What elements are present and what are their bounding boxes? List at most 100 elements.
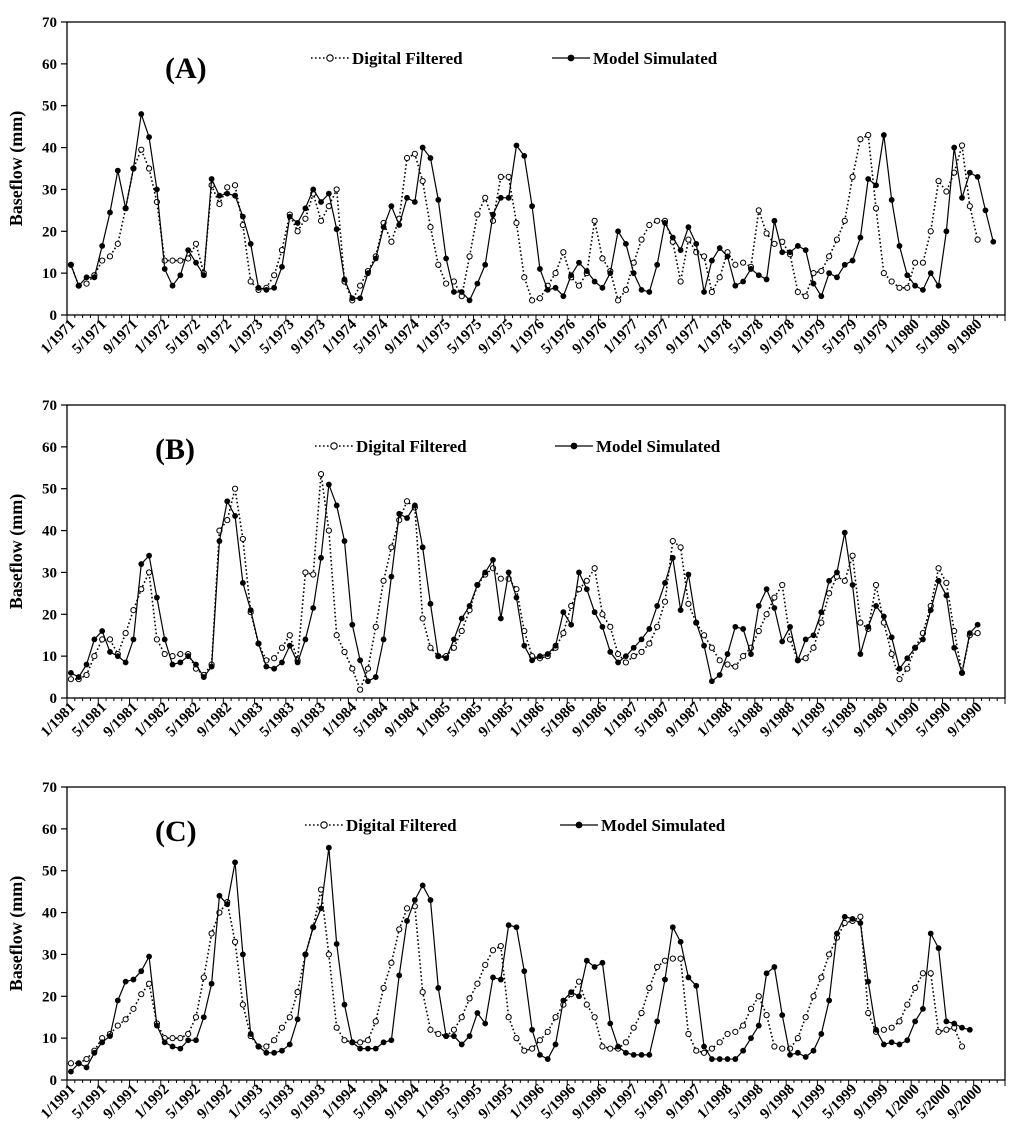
panel-label: (B) xyxy=(155,433,195,466)
x-tick-label: 9/1988 xyxy=(757,700,798,741)
model-simulated-point xyxy=(552,642,559,649)
model-simulated-point xyxy=(310,924,317,931)
model-simulated-point xyxy=(810,280,817,287)
model-simulated-point xyxy=(818,293,825,300)
model-simulated-point xyxy=(529,1026,535,1033)
model-simulated-point xyxy=(521,968,528,975)
model-simulated-point xyxy=(357,295,364,302)
model-simulated-point xyxy=(841,529,848,536)
digital-filtered-point xyxy=(614,297,622,304)
digital-filtered-point xyxy=(826,590,833,597)
x-tick-label: 9/1998 xyxy=(757,1082,798,1123)
model-simulated-point xyxy=(380,1039,387,1046)
model-simulated-point xyxy=(669,554,676,561)
digital-filtered-point xyxy=(380,577,387,584)
x-tick-label: 5/1983 xyxy=(257,700,298,741)
model-simulated-point xyxy=(341,276,348,283)
model-simulated-point xyxy=(537,1051,543,1058)
digital-filtered-point xyxy=(614,650,622,658)
model-simulated-point xyxy=(271,284,278,291)
digital-filtered-point xyxy=(505,173,512,180)
x-tick-label: 9/1986 xyxy=(569,699,610,740)
model-simulated-point xyxy=(740,626,747,632)
digital-filtered-point xyxy=(685,236,692,243)
model-simulated-point xyxy=(959,194,965,201)
model-simulated-point xyxy=(372,674,379,680)
model-simulated-point xyxy=(521,153,528,159)
digital-filtered-point xyxy=(818,267,825,275)
digital-filtered-point xyxy=(482,961,489,968)
model-simulated-point xyxy=(865,176,872,182)
model-simulated-point xyxy=(107,1033,113,1039)
model-simulated-point xyxy=(365,270,371,277)
digital-filtered-point xyxy=(388,238,395,245)
model-simulated-point xyxy=(771,217,778,224)
model-simulated-point xyxy=(716,1056,723,1062)
x-tick-label: 1/1990 xyxy=(882,700,923,741)
model-simulated-point xyxy=(224,901,231,908)
x-tick-label: 9/2000 xyxy=(945,1082,986,1123)
model-simulated-point xyxy=(208,980,215,987)
model-simulated-point xyxy=(927,930,934,937)
digital-filtered-point xyxy=(880,1026,887,1033)
model-simulated-point xyxy=(224,498,231,505)
digital-filtered-point xyxy=(380,984,387,992)
model-simulated-point xyxy=(646,289,653,295)
x-tick-label: 5/1998 xyxy=(726,1082,767,1123)
y-tick-label: 60 xyxy=(42,57,57,73)
digital-filtered-point xyxy=(599,255,606,262)
legend-model-marker xyxy=(567,54,575,62)
digital-filtered-point xyxy=(833,236,841,243)
model-simulated-point xyxy=(161,1039,168,1046)
digital-filtered-point xyxy=(583,577,590,584)
x-tick-label: 9/1979 xyxy=(851,317,892,358)
digital-filtered-point xyxy=(943,188,950,195)
digital-filtered-point xyxy=(177,650,184,658)
x-tick-label: 1/1982 xyxy=(132,700,173,741)
model-simulated-point xyxy=(435,653,442,660)
x-tick-label: 5/1975 xyxy=(444,317,485,358)
model-simulated-point xyxy=(138,968,145,975)
digital-filtered-point xyxy=(325,951,332,958)
model-simulated-point xyxy=(904,272,911,279)
y-axis-title: Baseflow (mm) xyxy=(6,876,27,991)
digital-filtered-point xyxy=(591,565,598,572)
model-simulated-point xyxy=(693,982,700,989)
digital-filtered-point xyxy=(693,1047,700,1054)
digital-filtered-point xyxy=(826,951,833,958)
digital-filtered-point xyxy=(810,644,817,651)
digital-filtered-point xyxy=(466,253,473,260)
x-tick-label: 5/1984 xyxy=(351,699,392,740)
legend-digital-marker xyxy=(326,54,334,62)
model-simulated-point xyxy=(208,176,215,182)
digital-filtered-point xyxy=(145,165,153,172)
model-simulated-point xyxy=(200,272,207,279)
digital-filtered-point xyxy=(732,1028,739,1035)
legend-digital-marker xyxy=(320,821,328,829)
model-simulated-point xyxy=(396,510,403,517)
x-tick-label: 5/1980 xyxy=(913,317,954,358)
model-simulated-point xyxy=(740,1047,747,1054)
digital-filtered-point xyxy=(450,644,458,651)
model-simulated-point xyxy=(208,663,215,670)
model-simulated-point xyxy=(560,997,567,1004)
model-simulated-point xyxy=(724,1056,731,1062)
digital-filtered-point xyxy=(419,989,426,996)
model-simulated-point xyxy=(91,274,98,281)
digital-filtered-point xyxy=(349,665,356,672)
model-simulated-point xyxy=(169,661,176,668)
model-simulated-point xyxy=(169,282,176,289)
model-simulated-point xyxy=(255,640,262,647)
plot-frame xyxy=(66,786,1006,1081)
model-simulated-point xyxy=(880,132,887,138)
model-simulated-point xyxy=(920,1005,926,1012)
model-simulated-point xyxy=(865,978,872,985)
digital-filtered-point xyxy=(497,173,504,180)
x-tick-label: 1/1979 xyxy=(788,317,829,358)
model-simulated-point xyxy=(490,211,496,218)
model-simulated-point xyxy=(411,199,418,205)
model-simulated-point xyxy=(865,623,872,630)
x-tick-label: 1/1987 xyxy=(601,699,642,740)
model-simulated-point xyxy=(630,644,637,651)
digital-filtered-point xyxy=(740,259,747,266)
